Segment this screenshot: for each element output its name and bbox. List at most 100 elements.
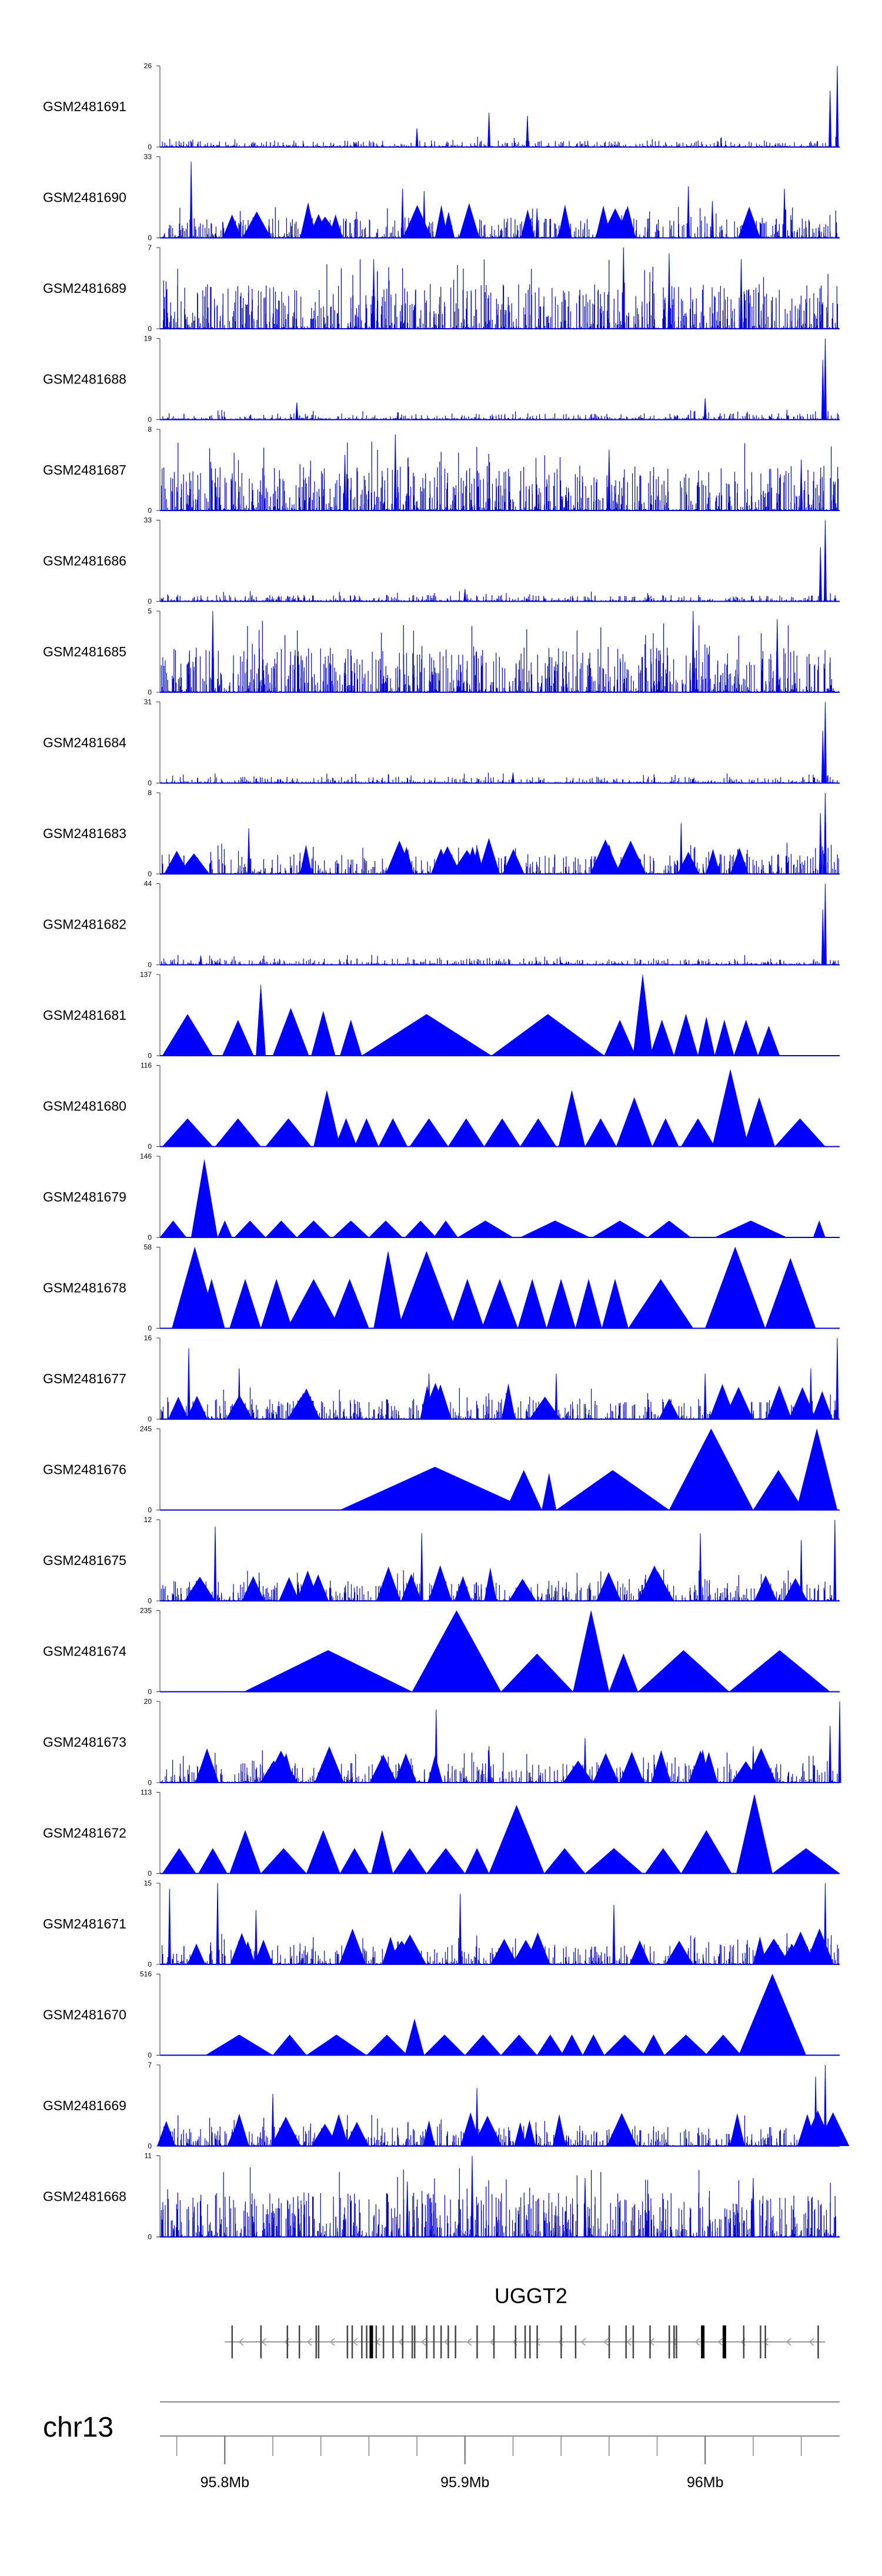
signal-block <box>354 1118 379 1147</box>
signal-block <box>619 1751 644 1783</box>
signal-noise <box>161 1569 839 1601</box>
signal-block <box>234 1220 266 1238</box>
signal-block <box>433 846 461 874</box>
signal-block <box>642 2034 665 2056</box>
track-label: GSM2481691 <box>43 99 126 114</box>
y-min-label: 0 <box>148 325 152 333</box>
track-GSM2481685: GSM2481685 5 0 <box>43 607 840 696</box>
strand-arrow <box>717 2338 723 2346</box>
track-label: GSM2481677 <box>43 1371 126 1386</box>
signal-peak <box>783 188 786 238</box>
signal-block <box>753 1936 767 1964</box>
y-min-label: 0 <box>148 961 152 969</box>
signal-block <box>729 1650 831 1692</box>
track-GSM2481670: GSM2481670 516 0 <box>43 1970 840 2060</box>
signal-peak <box>187 1348 191 1420</box>
gene-name-label: UGGT2 <box>495 2284 567 2308</box>
gene-exon <box>447 2325 449 2358</box>
signal-block <box>614 840 647 874</box>
signal-peak <box>554 1373 558 1420</box>
y-min-label: 0 <box>148 1778 152 1787</box>
signal-block <box>665 1940 693 1964</box>
gene-exon <box>560 2325 562 2358</box>
signal-peak <box>475 2088 479 2147</box>
gene-exon <box>433 2325 435 2358</box>
signal-block <box>677 852 700 874</box>
signal-peak <box>776 619 779 693</box>
signal-peak <box>836 1337 839 1420</box>
signal-block <box>217 1220 232 1238</box>
signal-block <box>604 1019 636 1056</box>
signal-block <box>332 1220 370 1238</box>
signal-block <box>399 846 414 874</box>
gene-exon <box>574 2325 577 2358</box>
signal-block <box>339 1848 369 1874</box>
y-max-label: 11 <box>145 2152 152 2160</box>
signal-peak <box>823 883 827 965</box>
track-GSM2481683: GSM2481683 8 0 <box>43 789 840 878</box>
signal-block <box>159 1220 187 1238</box>
track-GSM2481686: GSM2481686 33 0 <box>43 516 840 606</box>
signal-peak <box>821 909 824 965</box>
signal-peak <box>821 730 824 783</box>
signal-peak <box>295 402 299 420</box>
y-max-label: 146 <box>140 1152 152 1160</box>
signal-block <box>616 1097 653 1147</box>
y-min-label: 0 <box>148 1870 152 1878</box>
gene-exon <box>402 2325 404 2358</box>
signal-block <box>544 1848 586 1874</box>
track-GSM2481681: GSM2481681 137 0 <box>43 970 840 1060</box>
track-GSM2481680: GSM2481680 116 0 <box>43 1062 840 1151</box>
signal-block <box>178 853 210 874</box>
signal-block <box>477 837 500 874</box>
y-max-label: 8 <box>148 425 152 433</box>
y-min-label: 0 <box>148 1506 152 1514</box>
track-GSM2481676: GSM2481676 245 0 <box>43 1425 840 1514</box>
signal-block <box>520 1220 590 1238</box>
track-GSM2481690: GSM2481690 33 0 <box>43 153 840 242</box>
gene-exon <box>315 2325 318 2358</box>
strand-arrow <box>466 2338 472 2346</box>
signal-block <box>592 1220 649 1238</box>
signal-block <box>575 1279 602 1329</box>
signal-block <box>651 1750 671 1783</box>
signal-block <box>523 2120 536 2146</box>
signal-peak <box>818 813 822 875</box>
signal-block <box>552 2114 566 2146</box>
track-label: GSM2481671 <box>43 1916 126 1931</box>
track-label: GSM2481681 <box>43 1007 126 1023</box>
signal-tracks: GSM2481691260GSM2481690330GSM248168970GS… <box>43 62 850 2241</box>
signal-block <box>757 1025 780 1056</box>
strand-arrow <box>626 2338 632 2346</box>
track-label: GSM2481688 <box>43 372 126 387</box>
signal-block <box>633 974 653 1056</box>
signal-block <box>629 1940 650 1964</box>
signal-block <box>296 1220 331 1238</box>
gene-exon <box>529 2325 531 2358</box>
signal-block <box>306 1830 340 1874</box>
signal-block <box>664 2034 708 2056</box>
signal-peak <box>703 398 707 420</box>
y-min-label: 0 <box>148 1960 152 1968</box>
y-min-label: 0 <box>148 234 152 242</box>
signal-block <box>529 1396 561 1419</box>
y-min-label: 0 <box>148 1324 152 1333</box>
signal-block <box>279 1577 299 1601</box>
signal-block <box>392 1848 427 1874</box>
signal-peak <box>435 1709 438 1783</box>
signal-block <box>339 1928 366 1964</box>
y-min-label: 0 <box>148 688 152 696</box>
signal-peak <box>372 259 376 329</box>
signal-block <box>714 1019 734 1056</box>
signal-block <box>423 2034 466 2056</box>
signal-block <box>376 1566 401 1601</box>
axis-tick-label: 95.9Mb <box>440 2474 489 2491</box>
signal-peak <box>459 1894 462 1965</box>
gene-exon <box>440 2325 442 2358</box>
signal-peak <box>420 1533 423 1601</box>
signal-peak <box>740 259 743 329</box>
track-GSM2481678: GSM2481678 58 0 <box>43 1243 840 1333</box>
signal-peak <box>247 828 250 875</box>
signal-block <box>546 1279 576 1329</box>
signal-peak <box>751 1746 755 1783</box>
